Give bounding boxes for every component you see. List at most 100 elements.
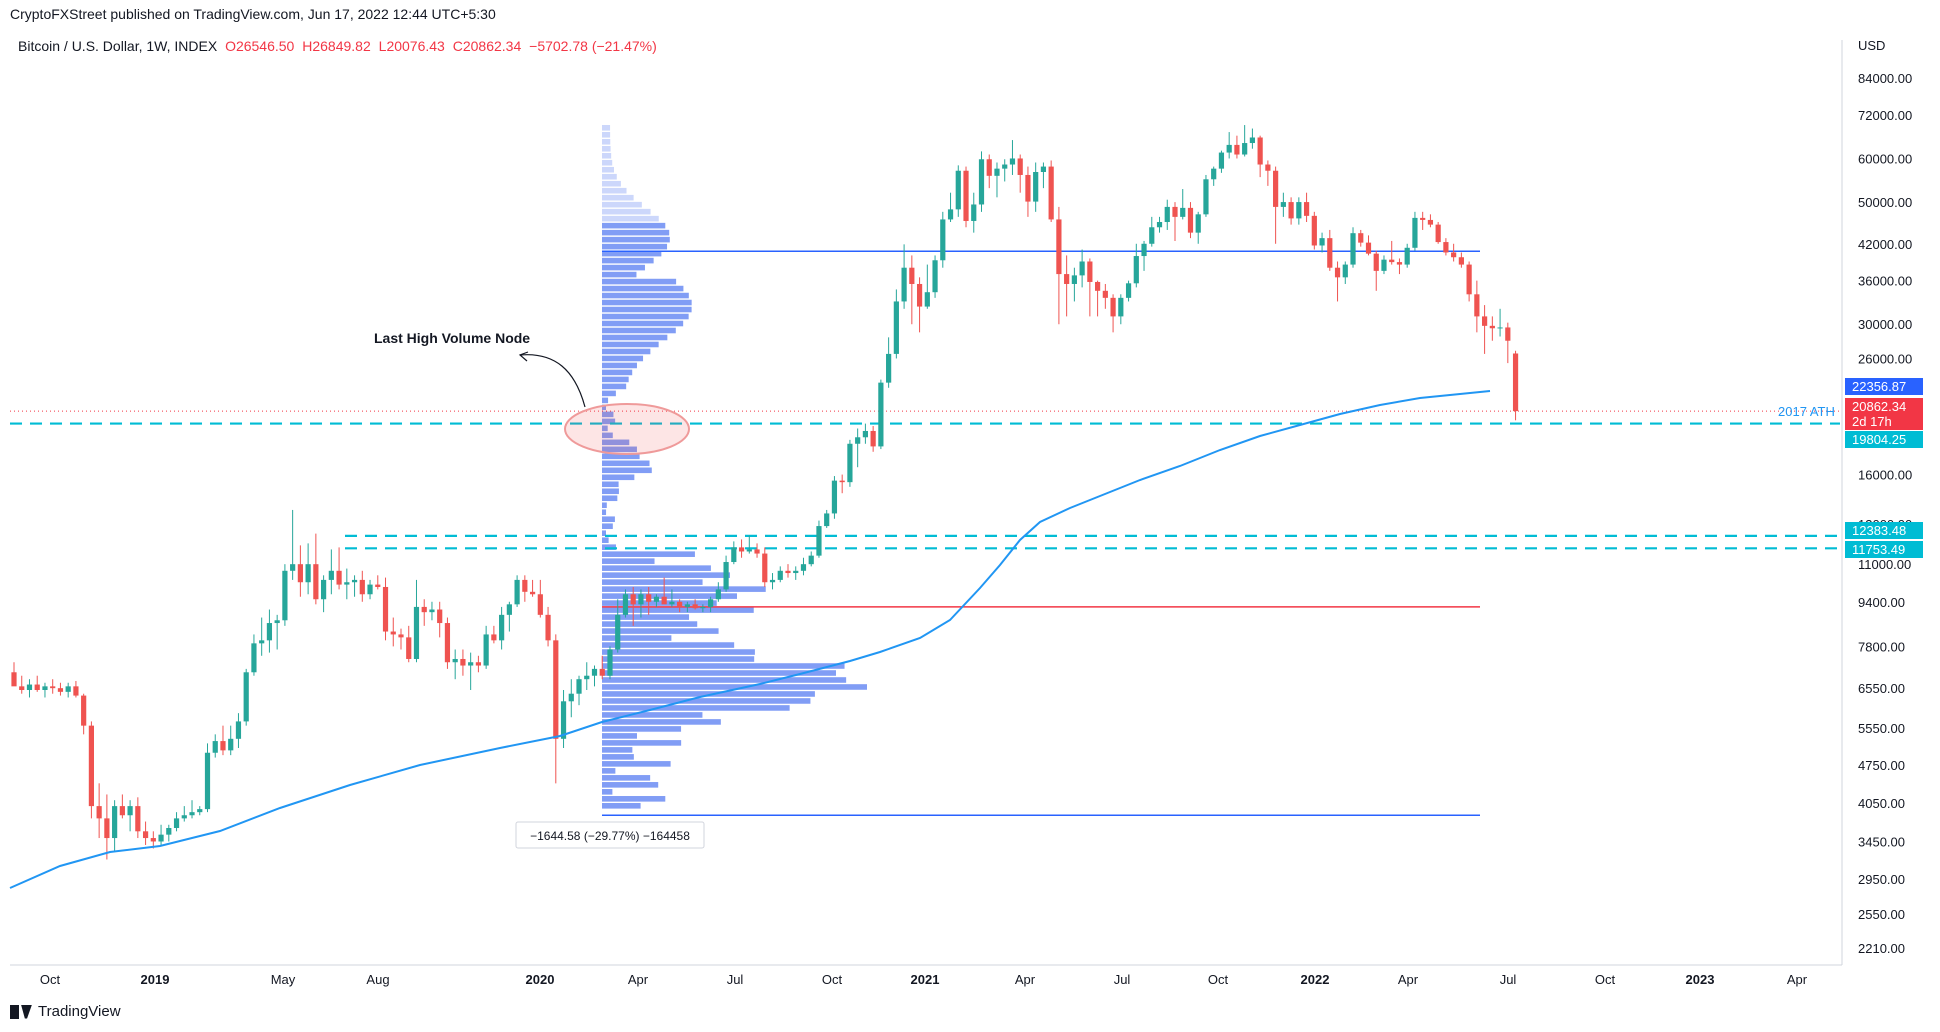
- candle-body: [762, 553, 768, 583]
- volume-profile-bar: [602, 299, 692, 306]
- y-tick-label: 11000.00: [1858, 557, 1911, 572]
- volume-profile-bar: [602, 334, 668, 341]
- volume-profile-bar: [602, 180, 621, 187]
- volume-profile-bar: [602, 362, 637, 369]
- candle-body: [777, 570, 783, 580]
- candle-body: [677, 601, 683, 607]
- candle-body: [398, 634, 404, 638]
- candle-body: [553, 640, 559, 739]
- candle-body: [1226, 144, 1232, 153]
- volume-profile-bar: [602, 376, 629, 383]
- candle-body: [1365, 242, 1372, 254]
- volume-profile-bar: [602, 663, 845, 669]
- candle-body: [529, 591, 536, 595]
- candle-body: [1303, 202, 1310, 216]
- candle-body: [81, 695, 87, 726]
- candle-body: [197, 809, 203, 813]
- candle-body: [1505, 327, 1511, 341]
- candle-body: [1048, 166, 1054, 220]
- candle-body: [700, 606, 706, 609]
- candle-body: [1149, 227, 1155, 244]
- candle-body: [251, 643, 257, 673]
- measure-label: −1644.58 (−29.77%) −164458: [530, 829, 690, 843]
- candle-body: [491, 634, 497, 641]
- ohlc-change: −5702.78 (−21.47%): [529, 38, 657, 54]
- candle-body: [437, 609, 443, 624]
- volume-profile-bar: [602, 215, 659, 222]
- volume-profile-bar: [602, 159, 613, 166]
- volume-profile-bar: [602, 537, 609, 543]
- volume-profile-bar: [602, 453, 640, 460]
- candle-body: [1195, 214, 1201, 233]
- price-label: 19804.25: [1852, 432, 1906, 447]
- candle-body: [955, 170, 961, 210]
- candle-body: [1265, 164, 1271, 171]
- volume-profile-bar: [602, 187, 627, 194]
- measure-box: [515, 821, 705, 849]
- candle-body: [1381, 259, 1387, 271]
- volume-profile-bar: [602, 138, 611, 145]
- candle-body: [522, 579, 528, 592]
- candle-body: [808, 555, 814, 565]
- candle-body: [73, 686, 79, 696]
- candle-body: [1420, 217, 1426, 220]
- volume-profile-bar: [602, 222, 666, 229]
- candle-body: [1172, 206, 1178, 217]
- candle-body: [738, 547, 745, 552]
- candle-body: [537, 594, 543, 615]
- candle-body: [1350, 233, 1356, 265]
- candle-body: [1218, 152, 1225, 169]
- candle-body: [119, 806, 125, 816]
- candle-body: [723, 562, 729, 590]
- y-tick-label: 72000.00: [1858, 108, 1912, 123]
- y-tick-label: 7800.00: [1858, 639, 1905, 654]
- y-tick-label: 42000.00: [1858, 237, 1912, 252]
- candle-body: [893, 301, 899, 354]
- candle-body: [142, 831, 149, 839]
- candle-body: [646, 594, 652, 602]
- candle-body: [468, 662, 474, 666]
- candle-body: [1102, 290, 1108, 298]
- symbol-legend: Bitcoin / U.S. Dollar, 1W, INDEX O26546.…: [18, 38, 661, 54]
- x-tick-label: Aug: [366, 972, 389, 987]
- x-tick-label: Oct: [822, 972, 843, 987]
- volume-profile-bar: [602, 194, 634, 201]
- y-tick-label: 5550.00: [1858, 721, 1905, 736]
- candle-body: [1025, 174, 1031, 202]
- candle-body: [1242, 143, 1248, 155]
- volume-profile-bar: [602, 635, 672, 641]
- candle-body: [1443, 242, 1449, 253]
- candle-body: [11, 672, 17, 687]
- volume-profile-bar: [602, 488, 619, 495]
- candle-body: [1358, 233, 1364, 243]
- volume-profile-bar: [602, 341, 659, 348]
- volume-profile-bar: [602, 733, 637, 739]
- candle-body: [429, 609, 435, 613]
- candle-body: [1164, 206, 1170, 223]
- candle-body: [50, 686, 56, 689]
- volume-profile-bar: [602, 306, 692, 313]
- candle-body: [452, 658, 458, 663]
- candle-body: [297, 564, 303, 583]
- y-tick-label: 26000.00: [1858, 351, 1912, 366]
- candle-body: [1002, 164, 1008, 169]
- candle-body: [769, 579, 776, 583]
- volume-profile-bar: [602, 593, 737, 599]
- publisher-line: CryptoFXStreet published on TradingView.…: [10, 6, 496, 22]
- candle-body: [591, 668, 598, 676]
- candle-body: [653, 596, 660, 602]
- price-label: 22356.87: [1852, 379, 1906, 394]
- volume-profile-bar: [602, 530, 606, 536]
- volume-profile-bar: [602, 418, 616, 425]
- candle-body: [1466, 264, 1472, 295]
- candle-body: [986, 159, 992, 176]
- volume-profile-bar: [602, 292, 689, 299]
- candle-body: [499, 614, 505, 641]
- candle-body: [274, 620, 280, 624]
- candle-body: [351, 579, 358, 583]
- candle-body: [878, 382, 884, 447]
- volume-profile-bar: [602, 327, 676, 334]
- y-tick-label: 3450.00: [1858, 834, 1905, 849]
- volume-profile-bar: [602, 467, 652, 474]
